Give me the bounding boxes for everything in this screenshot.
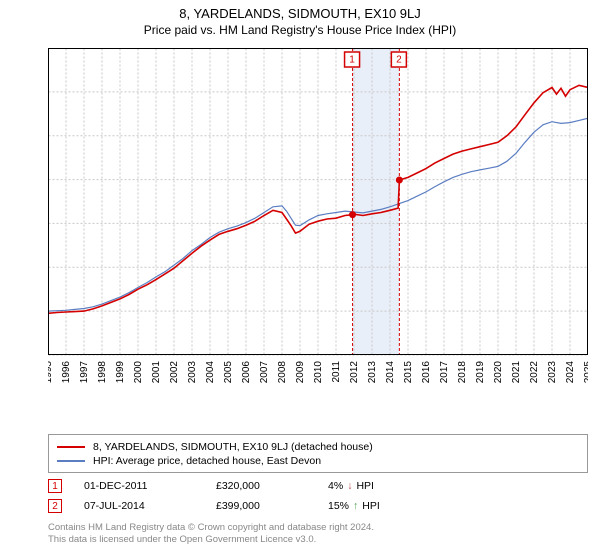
- svg-text:2001: 2001: [151, 361, 162, 384]
- svg-text:2015: 2015: [403, 361, 414, 384]
- sale-diff: 4% ↓ HPI: [328, 480, 374, 492]
- svg-text:2: 2: [396, 55, 402, 66]
- svg-text:2024: 2024: [565, 361, 576, 384]
- legend-label: HPI: Average price, detached house, East…: [93, 454, 321, 468]
- sale-price: £320,000: [216, 480, 306, 492]
- sale-row: 2 07-JUL-2014 £399,000 15% ↑ HPI: [48, 496, 588, 516]
- svg-text:2014: 2014: [385, 361, 396, 384]
- svg-text:1996: 1996: [61, 361, 72, 384]
- sale-period-band: [353, 49, 400, 354]
- legend-swatch: [57, 446, 85, 448]
- svg-text:2021: 2021: [511, 361, 522, 384]
- svg-text:2017: 2017: [439, 361, 450, 384]
- sale-marker-icon: 1: [48, 479, 62, 493]
- svg-text:2008: 2008: [277, 361, 288, 384]
- svg-text:1995: 1995: [48, 361, 54, 384]
- sale-row: 1 01-DEC-2011 £320,000 4% ↓ HPI: [48, 476, 588, 496]
- svg-text:2013: 2013: [367, 361, 378, 384]
- svg-text:1: 1: [349, 55, 355, 66]
- svg-text:2002: 2002: [169, 361, 180, 384]
- legend-item: 8, YARDELANDS, SIDMOUTH, EX10 9LJ (detac…: [57, 440, 579, 454]
- svg-text:2018: 2018: [457, 361, 468, 384]
- svg-text:2023: 2023: [547, 361, 558, 384]
- svg-text:2005: 2005: [223, 361, 234, 384]
- legend: 8, YARDELANDS, SIDMOUTH, EX10 9LJ (detac…: [48, 434, 588, 473]
- price-chart: £0£100K£200K£300K£400K£500K£600K£700K 19…: [48, 48, 588, 390]
- svg-text:1999: 1999: [115, 361, 126, 384]
- svg-text:2009: 2009: [295, 361, 306, 384]
- chart-title: 8, YARDELANDS, SIDMOUTH, EX10 9LJ: [0, 0, 600, 21]
- sale-date: 01-DEC-2011: [84, 480, 194, 492]
- legend-label: 8, YARDELANDS, SIDMOUTH, EX10 9LJ (detac…: [93, 440, 373, 454]
- svg-text:2019: 2019: [475, 361, 486, 384]
- sales-table: 1 01-DEC-2011 £320,000 4% ↓ HPI 2 07-JUL…: [48, 476, 588, 516]
- sale-price: £399,000: [216, 500, 306, 512]
- svg-text:2016: 2016: [421, 361, 432, 384]
- svg-text:2007: 2007: [259, 361, 270, 384]
- svg-text:2011: 2011: [331, 361, 342, 383]
- svg-text:2000: 2000: [133, 361, 144, 384]
- svg-text:1998: 1998: [97, 361, 108, 384]
- grid-vertical: [48, 49, 588, 355]
- sale-date: 07-JUL-2014: [84, 500, 194, 512]
- property-line: [48, 85, 588, 313]
- svg-text:2025: 2025: [583, 361, 588, 384]
- svg-text:2004: 2004: [205, 361, 216, 384]
- svg-text:2006: 2006: [241, 361, 252, 384]
- x-axis-labels: 1995 1996 1997 1998 1999 2000 2001 2002 2003 2004…: [48, 361, 588, 384]
- svg-text:2022: 2022: [529, 361, 540, 384]
- svg-text:2012: 2012: [349, 361, 360, 384]
- svg-text:1997: 1997: [79, 361, 90, 384]
- legend-item: HPI: Average price, detached house, East…: [57, 454, 579, 468]
- sale-diff: 15% ↑ HPI: [328, 500, 380, 512]
- attribution-text: Contains HM Land Registry data © Crown c…: [48, 522, 588, 546]
- svg-text:2003: 2003: [187, 361, 198, 384]
- legend-swatch: [57, 460, 85, 462]
- sale-marker-icon: 2: [48, 499, 62, 513]
- attribution-line2: This data is licensed under the Open Gov…: [48, 534, 588, 546]
- svg-text:2020: 2020: [493, 361, 504, 384]
- attribution-line1: Contains HM Land Registry data © Crown c…: [48, 522, 588, 534]
- chart-subtitle: Price paid vs. HM Land Registry's House …: [0, 21, 600, 41]
- svg-text:2010: 2010: [313, 361, 324, 384]
